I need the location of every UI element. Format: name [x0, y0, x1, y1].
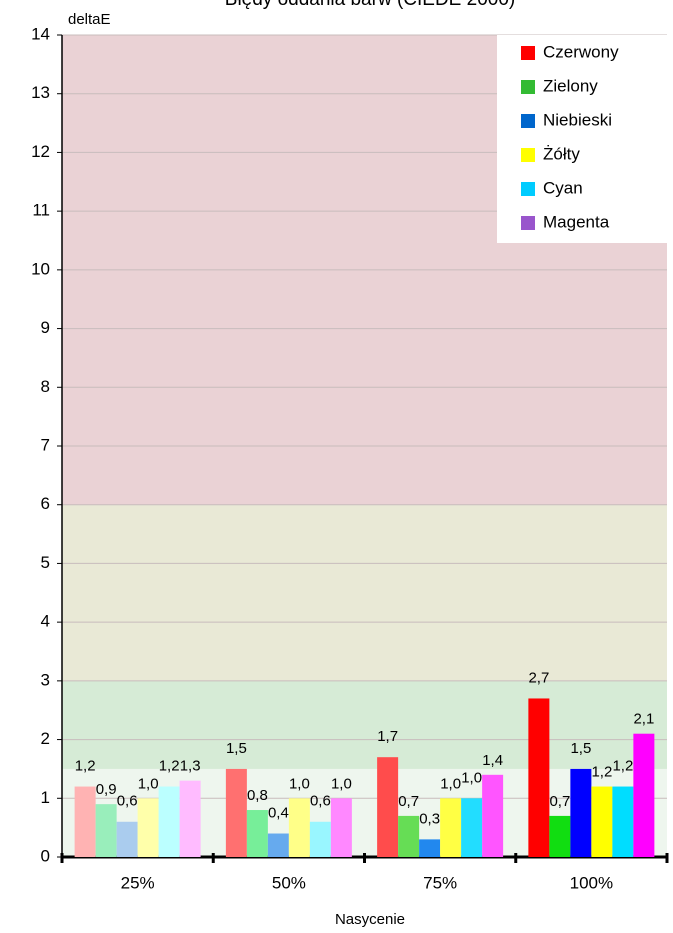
value-label: 1,0: [138, 775, 159, 792]
y-tick-label: 12: [31, 142, 50, 161]
value-label: 1,4: [482, 752, 503, 769]
x-axis-label: Nasycenie: [335, 911, 405, 928]
value-label: 0,7: [549, 793, 570, 810]
legend-swatch: [521, 216, 535, 230]
legend-swatch: [521, 80, 535, 94]
y-tick-label: 5: [41, 553, 50, 572]
value-label: 2,7: [528, 669, 549, 686]
bar: [179, 780, 201, 857]
legend-swatch: [521, 114, 535, 128]
background-band: [62, 680, 667, 769]
value-label: 1,2: [75, 758, 96, 775]
bar: [246, 810, 268, 857]
value-label: 0,6: [310, 793, 331, 810]
bar: [482, 774, 504, 857]
bar: [309, 821, 331, 857]
value-label: 2,1: [633, 711, 654, 728]
legend-label: Żółty: [543, 144, 580, 163]
value-label: 1,7: [377, 728, 398, 745]
chart-title: Błędy oddania barw (CIEDE 2000): [225, 0, 515, 10]
bar: [137, 798, 159, 857]
bar: [288, 798, 310, 857]
bar: [591, 786, 613, 857]
value-label: 1,0: [289, 775, 310, 792]
bar: [330, 798, 352, 857]
value-label: 0,8: [247, 787, 268, 804]
bar: [95, 804, 117, 857]
bar: [461, 798, 483, 857]
value-label: 1,5: [226, 740, 247, 757]
legend-swatch: [521, 46, 535, 60]
value-label: 1,2: [591, 764, 612, 781]
legend-swatch: [521, 148, 535, 162]
y-tick-label: 13: [31, 83, 50, 102]
x-tick-label: 50%: [272, 873, 306, 892]
value-label: 0,4: [268, 804, 289, 821]
y-tick-label: 7: [41, 435, 50, 454]
bar: [549, 815, 571, 857]
value-label: 1,3: [180, 758, 201, 775]
y-tick-label: 10: [31, 259, 50, 278]
background-band: [62, 504, 667, 681]
value-label: 1,2: [612, 758, 633, 775]
bar: [158, 786, 180, 857]
y-tick-label: 2: [41, 729, 50, 748]
y-tick-label: 11: [32, 201, 50, 220]
x-tick-label: 25%: [121, 873, 155, 892]
value-label: 1,0: [440, 775, 461, 792]
bar: [267, 833, 289, 857]
y-axis-label: deltaE: [68, 11, 111, 28]
bar: [528, 698, 550, 857]
value-label: 1,2: [159, 758, 180, 775]
value-label: 0,9: [96, 781, 117, 798]
bar: [398, 815, 420, 857]
legend-swatch: [521, 182, 535, 196]
value-label: 0,3: [419, 810, 440, 827]
y-tick-label: 0: [41, 846, 50, 865]
bar: [612, 786, 634, 857]
value-label: 1,0: [331, 775, 352, 792]
y-tick-label: 3: [41, 670, 50, 689]
legend-label: Zielony: [543, 76, 598, 95]
y-tick-label: 14: [31, 24, 50, 43]
legend-label: Niebieski: [543, 110, 612, 129]
value-label: 0,6: [117, 793, 138, 810]
bar: [74, 786, 96, 857]
y-tick-label: 6: [41, 494, 50, 513]
y-tick-label: 4: [41, 612, 50, 631]
legend-label: Magenta: [543, 212, 610, 231]
bar: [116, 821, 138, 857]
bar: [225, 768, 247, 857]
legend-label: Cyan: [543, 178, 583, 197]
bar: [377, 757, 399, 857]
bar: [419, 839, 441, 857]
bar: [633, 733, 655, 857]
y-tick-label: 9: [41, 318, 50, 337]
legend-box: [497, 35, 667, 243]
x-tick-label: 100%: [570, 873, 613, 892]
x-tick-label: 75%: [423, 873, 457, 892]
legend-label: Czerwony: [543, 42, 619, 61]
value-label: 1,5: [570, 740, 591, 757]
value-label: 0,7: [398, 793, 419, 810]
y-tick-label: 1: [41, 788, 50, 807]
bar: [570, 768, 592, 857]
bar: [440, 798, 462, 857]
value-label: 1,0: [461, 769, 482, 786]
y-tick-label: 8: [41, 377, 50, 396]
